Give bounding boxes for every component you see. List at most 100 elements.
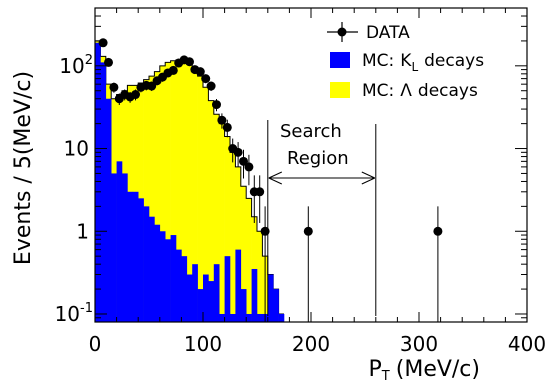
blue-bar [111,173,117,322]
blue-bar [127,191,134,322]
x-tick-label: 100 [184,332,222,356]
blue-bar [176,249,182,322]
data-point [233,147,243,157]
y-tick-label: 10-1 [55,301,93,326]
yellow-bar [213,114,220,323]
blue-bar [240,289,247,322]
yellow-bar [197,76,204,323]
yellow-bar [181,61,188,322]
yellow-bar [149,76,155,323]
yellow-bar [235,166,242,322]
blue-bar [267,274,274,322]
data-point [433,226,443,236]
data-point [212,100,221,110]
search-region-annotation: Search Region [267,120,377,316]
data-point [185,57,194,67]
data-point [206,81,216,91]
yellow-bar [165,62,171,323]
y-tick-label: 102 [59,53,93,78]
data-point [222,122,232,132]
data-point [201,74,211,84]
data-point [195,67,205,77]
yellow-bar [186,64,193,322]
yellow-bar [154,71,161,322]
yellow-bar [192,69,198,322]
legend-label-mc-kl: MC: KL decays [362,51,484,74]
data-point [104,57,113,67]
blue-bar [95,42,101,322]
blue-bar [203,274,209,322]
search-region-arrowhead-left [268,171,283,185]
x-tick-label: 0 [89,332,102,356]
y-tick-label: 1 [76,219,89,243]
data-point [239,156,248,166]
blue-bar [246,313,252,322]
yellow-bar [240,186,247,322]
x-ticks: 0 100 200 300 400 [89,8,546,356]
blue-bar [208,281,215,322]
search-region-line2: Region [287,148,349,169]
blue-bar [122,173,128,322]
blue-bar [154,224,161,322]
blue-bar [165,239,171,322]
yellow-bar [170,60,177,323]
blue-bar [116,161,123,322]
blue-bar [149,216,155,322]
blue-bar [257,313,263,322]
legend-label-data: DATA [366,23,410,43]
yellow-bar [208,100,215,322]
blue-bar [278,313,285,322]
yellow-bar [224,136,231,322]
data-points [98,38,443,322]
x-tick-label: 300 [400,332,438,356]
blue-bar [143,206,150,322]
data-point [244,162,254,172]
blue-bar [224,256,231,322]
legend-item-data: DATA [327,22,410,43]
yellow-bar [176,59,182,323]
data-point [109,82,119,92]
y-axis-title: Events / 5(MeV/c) [11,71,36,265]
data-point [217,115,227,125]
yellow-bar [246,198,252,322]
yellow-bar [219,123,225,322]
data-point [131,90,140,100]
data-point [255,187,265,197]
blue-bar [100,62,107,323]
blue-bar [170,235,177,322]
blue-bar [273,289,279,322]
search-region-arrowhead-right [361,171,376,185]
search-region-line1: Search [280,121,342,142]
data-point [168,65,178,75]
x-tick-label: 400 [508,332,546,356]
yellow-bar [230,152,236,322]
data-point [303,226,313,236]
blue-bar [219,313,225,322]
blue-bar [213,264,220,322]
blue-bar [105,98,112,323]
blue-bar [181,256,188,322]
blue-bar [132,191,139,322]
blue-bar [192,264,198,322]
y-ticks: 10-1 1 10 102 [55,7,527,326]
blue-bar [251,268,258,322]
yellow-bar [203,87,209,322]
blue-bar [230,313,236,322]
blue-bar [159,231,166,322]
blue-bar [197,289,204,322]
y-tick-label: 10 [64,137,89,161]
data-point [98,38,108,48]
blue-bar [138,198,144,322]
blue-bar [235,249,242,322]
legend-item-mc-kl: MC: KL decays [330,51,484,74]
yellow-bar [159,65,166,322]
yellow-bar [257,231,263,322]
x-axis-title: PT (MeV/c) [369,357,480,384]
blue-bar [186,274,193,322]
yellow-bar [143,79,150,322]
x-tick-label: 200 [292,332,330,356]
